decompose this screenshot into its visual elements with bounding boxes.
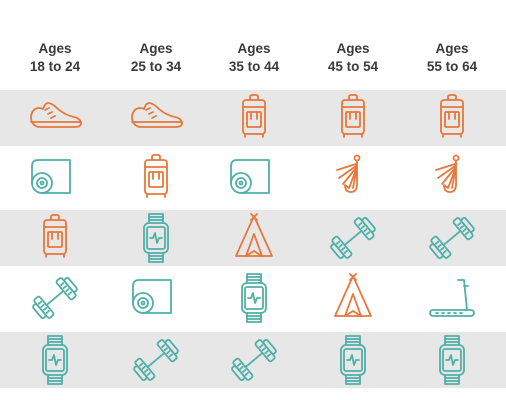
header-line1: Ages (237, 41, 271, 56)
fitness-watch-icon (25, 332, 85, 388)
header-line1: Ages (435, 41, 469, 56)
backpack-icon (224, 90, 284, 146)
backpack-icon (25, 210, 85, 266)
column-header-25-34: Ages 25 to 34 (106, 40, 206, 76)
treadmill-icon (422, 270, 482, 326)
backpack-icon (422, 90, 482, 146)
header-line2: 45 to 54 (327, 59, 379, 74)
header-line1: Ages (336, 41, 370, 56)
header-line2: 35 to 44 (228, 59, 280, 74)
fishing-hook-icon (422, 150, 482, 206)
header-line2: 55 to 64 (426, 59, 478, 74)
header-line2: 18 to 24 (29, 59, 81, 74)
yoga-mat-icon (126, 270, 186, 326)
dumbbell-icon (25, 270, 85, 326)
fishing-hook-icon (323, 150, 383, 206)
fitness-watch-icon (422, 332, 482, 388)
fitness-watch-icon (126, 210, 186, 266)
header-line1: Ages (38, 41, 72, 56)
column-header-35-44: Ages 35 to 44 (204, 40, 304, 76)
backpack-icon (323, 90, 383, 146)
fitness-watch-icon (224, 270, 284, 326)
header-line1: Ages (139, 41, 173, 56)
yoga-mat-icon (25, 150, 85, 206)
tent-icon (323, 270, 383, 326)
dumbbell-icon (126, 332, 186, 388)
column-header-18-24: Ages 18 to 24 (5, 40, 105, 76)
yoga-mat-icon (224, 150, 284, 206)
tent-icon (224, 210, 284, 266)
header-line2: 25 to 34 (130, 59, 182, 74)
sneaker-icon (25, 90, 85, 146)
sneaker-icon (126, 90, 186, 146)
column-header-45-54: Ages 45 to 54 (303, 40, 403, 76)
column-header-55-64: Ages 55 to 64 (402, 40, 502, 76)
fitness-watch-icon (323, 332, 383, 388)
dumbbell-icon (422, 210, 482, 266)
dumbbell-icon (323, 210, 383, 266)
backpack-icon (126, 150, 186, 206)
dumbbell-icon (224, 332, 284, 388)
